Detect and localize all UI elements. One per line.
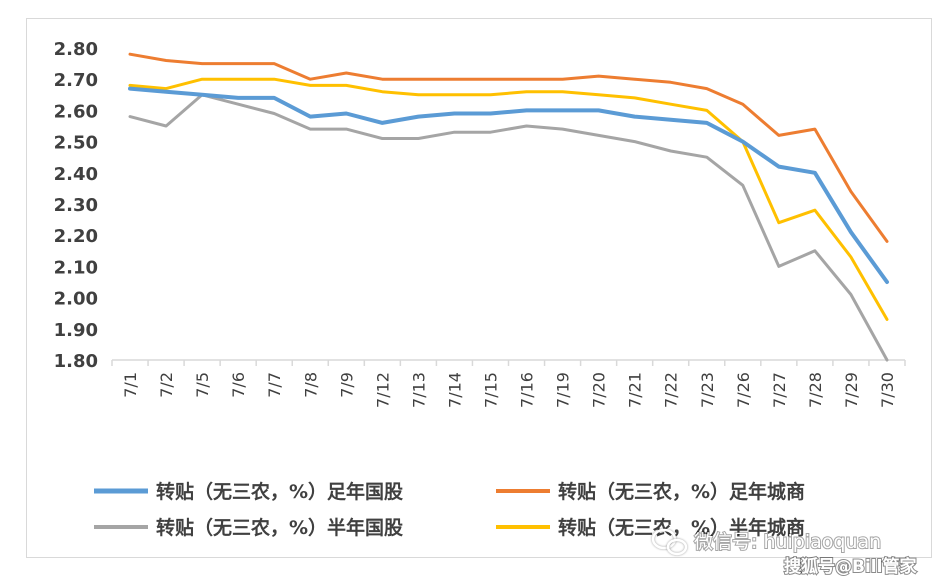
x-tick-label: 7/2: [157, 372, 176, 398]
legend-label: 转贴（无三农，%）足年城商: [558, 480, 805, 503]
wechat-icon: [651, 528, 688, 556]
x-tick-label: 7/22: [662, 372, 681, 408]
x-tick-label: 7/15: [481, 372, 500, 408]
y-tick-label: 2.60: [54, 101, 98, 122]
x-tick-label: 7/16: [518, 372, 537, 408]
x-tick-label: 7/1: [121, 372, 140, 398]
x-tick-label: 7/5: [193, 372, 212, 398]
x-tick-label: 7/29: [842, 372, 861, 408]
x-tick-label: 7/30: [878, 372, 897, 408]
y-tick-label: 2.40: [54, 164, 98, 185]
x-tick-label: 7/7: [265, 372, 284, 398]
y-tick-label: 2.00: [54, 289, 98, 310]
y-tick-label: 2.80: [54, 39, 98, 60]
y-axis: 2.80 2.70 2.60 2.50 2.40 2.30 2.20 2.10 2.00 1.90…: [54, 39, 98, 372]
y-tick-label: 2.30: [54, 195, 98, 216]
series-line-1: [128, 52, 889, 243]
x-tick-label: 7/28: [806, 372, 825, 408]
series-line-2: [128, 93, 889, 362]
x-tick-label: 7/21: [626, 372, 645, 408]
y-tick-label: 2.70: [54, 70, 98, 91]
y-tick-label: 1.90: [54, 320, 98, 341]
x-tick-label: 7/9: [337, 372, 356, 398]
x-tick-label: 7/8: [301, 372, 320, 398]
x-tick-label: 7/6: [229, 372, 248, 398]
x-tick-label: 7/14: [445, 372, 464, 408]
y-tick-label: 2.20: [54, 226, 98, 247]
legend-label: 转贴（无三农，%）足年国股: [156, 480, 403, 503]
y-tick-label: 2.50: [54, 133, 98, 154]
legend-label: 转贴（无三农，%）半年城商: [558, 516, 805, 539]
x-tick-label: 7/19: [554, 372, 573, 408]
y-tick-label: 2.10: [54, 257, 98, 278]
watermark: 微信号: huipiaoquan 搜狐号@Bill管家: [651, 528, 917, 578]
series-line-0: [128, 86, 889, 284]
series-layer: [128, 52, 889, 362]
legend-label: 转贴（无三农，%）半年国股: [156, 516, 403, 539]
chart-frame: [26, 18, 932, 558]
watermark-wechat-id: 微信号: huipiaoquan: [694, 531, 881, 553]
x-tick-label: 7/27: [770, 372, 789, 408]
x-tick-label: 7/23: [698, 372, 717, 408]
x-tick-label: 7/20: [590, 372, 609, 408]
watermark-sohu-id: 搜狐号@Bill管家: [784, 556, 916, 577]
x-tick-label: 7/12: [373, 372, 392, 408]
series-line-3: [128, 77, 889, 321]
x-axis: 7/1 7/2 7/5 7/6 7/7 7/8 7/9 7/12 7/13 7/14 7/15 7/1…: [111, 359, 906, 408]
x-tick-label: 7/13: [409, 372, 428, 408]
y-tick-label: 1.80: [54, 351, 98, 372]
x-tick-label: 7/26: [734, 372, 753, 408]
